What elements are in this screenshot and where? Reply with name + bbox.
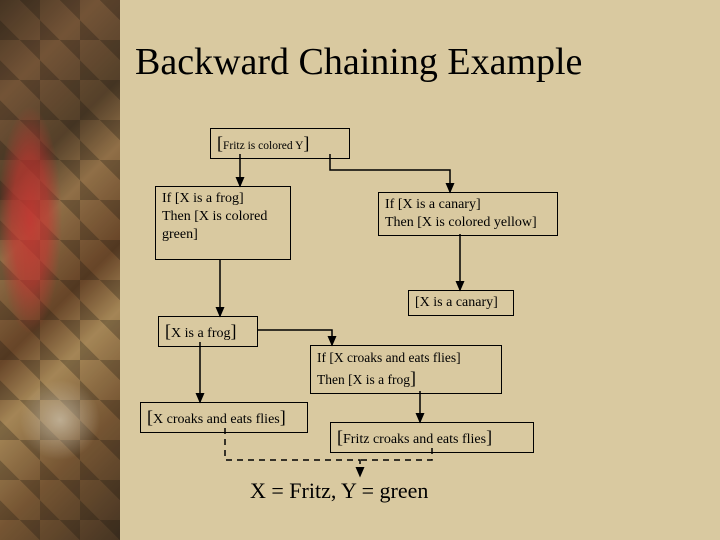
frog-text: X is a frog bbox=[171, 326, 231, 341]
rule1-l3: green] bbox=[162, 227, 198, 242]
canary-text: [X is a canary] bbox=[415, 295, 498, 310]
page-title: Backward Chaining Example bbox=[135, 40, 582, 84]
result-text: X = Fritz, Y = green bbox=[250, 478, 428, 504]
fritz-text: Fritz croaks and eats flies bbox=[343, 432, 486, 447]
node-rule-frog: If [X is a frog] Then [X is colored gree… bbox=[155, 186, 291, 260]
node-goal: [Fritz is colored Y] bbox=[210, 128, 350, 159]
goal-text: Fritz is colored Y bbox=[223, 140, 303, 152]
rule2-l1: If [X is a canary] bbox=[385, 197, 481, 212]
rule1-l2: Then [X is colored bbox=[162, 209, 267, 224]
rule3-l1: If [X croaks and eats flies] bbox=[317, 350, 461, 365]
rule3-l2b: ] bbox=[410, 368, 416, 388]
croaks-text: X croaks and eats flies bbox=[153, 412, 280, 427]
decorative-sidebar bbox=[0, 0, 120, 540]
node-croaks: [X croaks and eats flies] bbox=[140, 402, 308, 433]
node-frog: [X is a frog] bbox=[158, 316, 258, 347]
rule1-l1: If [X is a frog] bbox=[162, 191, 244, 206]
rule2-l2: Then [X is colored yellow] bbox=[385, 215, 537, 230]
node-rule-canary: If [X is a canary] Then [X is colored ye… bbox=[378, 192, 558, 236]
node-canary: [X is a canary] bbox=[408, 290, 514, 316]
node-fritz: [Fritz croaks and eats flies] bbox=[330, 422, 534, 453]
node-rule-croaks: If [X croaks and eats flies] Then [X is … bbox=[310, 345, 502, 394]
rule3-l2a: Then [X is a frog bbox=[317, 372, 410, 387]
